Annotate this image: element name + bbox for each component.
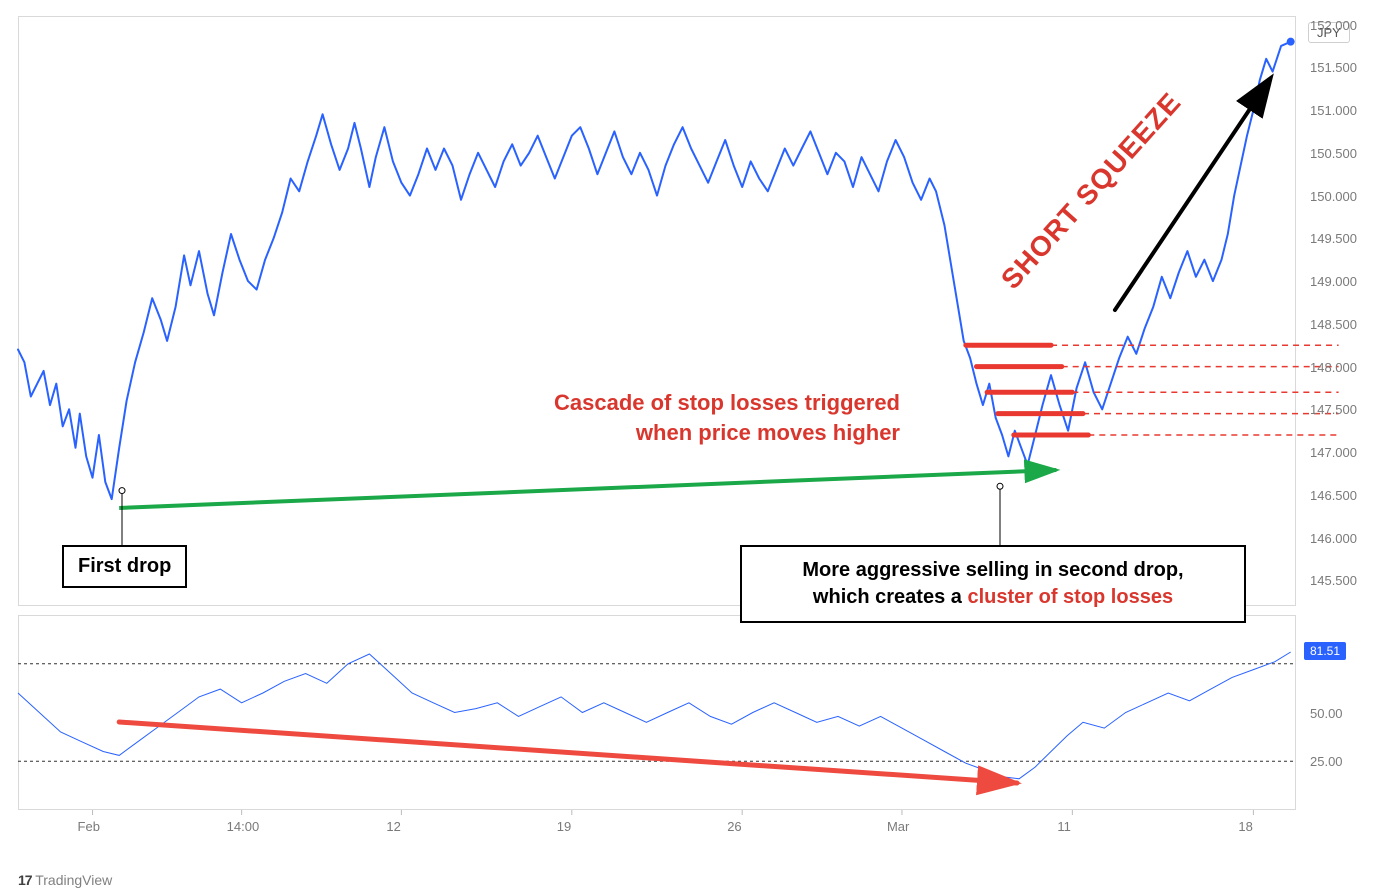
x-tick-label: Mar: [887, 819, 909, 834]
rsi-tick-label: 50.00: [1310, 706, 1343, 721]
y-tick-label: 146.000: [1310, 531, 1357, 546]
x-tick-label: 26: [727, 819, 741, 834]
cascade-line-2: when price moves higher: [460, 418, 900, 448]
x-tick-label: 12: [386, 819, 400, 834]
chart-stage: JPY 145.500146.000146.500147.000147.5001…: [0, 0, 1382, 894]
rsi-current-badge: 81.51: [1304, 642, 1346, 660]
cascade-line-1: Cascade of stop losses triggered: [460, 388, 900, 418]
rsi-tick-label: 25.00: [1310, 754, 1343, 769]
y-tick-label: 147.000: [1310, 445, 1357, 460]
x-tick-label: 14:00: [227, 819, 260, 834]
second-drop-main: More aggressive selling in second drop,: [802, 559, 1183, 581]
y-tick-label: 150.000: [1310, 189, 1357, 204]
x-tick-label: 11: [1057, 819, 1071, 834]
y-tick-label: 152.000: [1310, 18, 1357, 33]
attribution: 17 TradingView: [18, 872, 112, 888]
second-drop-sub-prefix: which creates a: [813, 586, 968, 608]
x-tick-label: Feb: [78, 819, 100, 834]
y-tick-label: 146.500: [1310, 488, 1357, 503]
y-tick-label: 149.000: [1310, 274, 1357, 289]
first-drop-label: First drop: [62, 545, 187, 588]
y-tick-label: 151.500: [1310, 60, 1357, 75]
y-tick-label: 150.500: [1310, 146, 1357, 161]
y-tick-label: 151.000: [1310, 103, 1357, 118]
second-drop-label: More aggressive selling in second drop, …: [740, 545, 1246, 623]
cascade-annotation: Cascade of stop losses triggered when pr…: [460, 388, 900, 447]
x-tick-label: 18: [1238, 819, 1252, 834]
x-tick-label: 19: [557, 819, 571, 834]
attribution-text: TradingView: [35, 872, 112, 888]
y-tick-label: 145.500: [1310, 573, 1357, 588]
y-tick-label: 148.500: [1310, 317, 1357, 332]
y-tick-label: 148.000: [1310, 360, 1357, 375]
second-drop-sub-red: cluster of stop losses: [967, 586, 1173, 608]
y-tick-label: 149.500: [1310, 231, 1357, 246]
y-tick-label: 147.500: [1310, 402, 1357, 417]
